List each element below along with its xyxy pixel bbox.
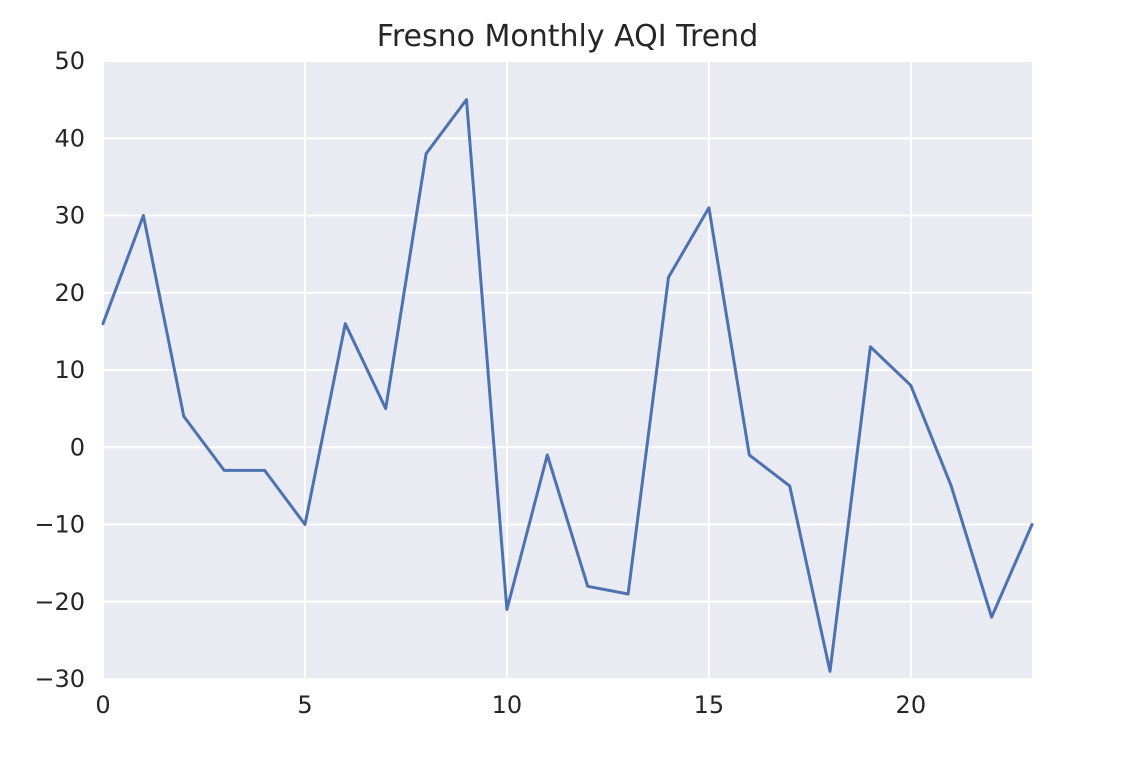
x-tick-label: 10 [492, 691, 523, 719]
y-tick-label: 50 [54, 47, 85, 75]
y-tick-label: 20 [54, 279, 85, 307]
grid-lines [102, 60, 1032, 680]
x-tick-label: 15 [694, 691, 725, 719]
series-line [101, 98, 1034, 673]
y-tick-label: −10 [34, 511, 85, 539]
x-axis-ticks: 0 5 10 15 20 [95, 691, 926, 719]
x-tick-label: 0 [95, 691, 110, 719]
y-tick-label: 40 [54, 124, 85, 152]
y-tick-label: 0 [70, 433, 85, 461]
chart-title: Fresno Monthly AQI Trend [377, 19, 759, 54]
y-tick-label: −20 [34, 588, 85, 616]
y-tick-label: −30 [34, 665, 85, 693]
x-tick-label: 20 [896, 691, 927, 719]
x-tick-label: 5 [297, 691, 312, 719]
y-tick-label: 10 [54, 356, 85, 384]
y-tick-label: 30 [54, 202, 85, 230]
y-axis-ticks: −30 −20 −10 0 10 20 30 40 50 [34, 47, 85, 693]
